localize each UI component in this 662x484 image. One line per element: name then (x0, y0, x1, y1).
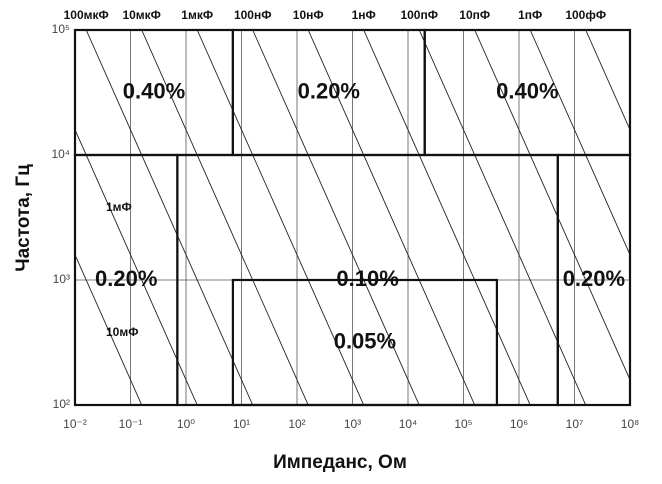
x-tick-label: 10⁻¹ (119, 417, 143, 431)
capacitance-line (75, 128, 198, 405)
x-tick-label: 10³ (344, 417, 361, 431)
x-tick-label: 10⁶ (510, 417, 528, 431)
x-tick-label: 10⁻² (63, 417, 87, 431)
capacitance-line (141, 30, 309, 405)
capacitance-line (585, 30, 630, 131)
y-axis-label: Частота, Гц (13, 164, 34, 272)
capacitance-line (85, 30, 254, 405)
y-tick-label: 10⁵ (52, 22, 70, 36)
capacitance-label: 100нФ (234, 8, 272, 22)
accuracy-region (556, 153, 632, 407)
region-label: 0.20% (95, 266, 157, 291)
x-tick-label: 10⁸ (621, 417, 639, 431)
x-tick-label: 10¹ (233, 417, 250, 431)
capacitance-label: 1нФ (352, 8, 376, 22)
capacitance-line (529, 30, 630, 256)
capacitance-line (363, 30, 531, 405)
capacitance-line (75, 253, 143, 405)
x-tick-label: 10⁵ (454, 417, 472, 431)
region-label: 0.40% (123, 78, 185, 103)
accuracy-region (231, 278, 499, 407)
capacitance-label: 10пФ (459, 8, 490, 22)
capacitance-label: 1мкФ (181, 8, 213, 22)
capacitance-label: 10мФ (106, 325, 138, 339)
capacitance-line (307, 30, 476, 405)
capacitance-line (196, 30, 365, 405)
x-tick-label: 10⁷ (566, 417, 584, 431)
y-tick-label: 10⁴ (51, 147, 70, 161)
capacitance-label: 100фФ (565, 8, 606, 22)
region-label: 0.10% (336, 266, 398, 291)
region-label: 0.20% (298, 78, 360, 103)
y-tick-label: 10³ (53, 272, 70, 286)
x-tick-label: 10⁰ (177, 417, 195, 431)
capacitance-label: 10нФ (293, 8, 324, 22)
x-tick-label: 10⁴ (399, 417, 418, 431)
y-tick-label: 10² (53, 397, 70, 411)
capacitance-label: 100пФ (400, 8, 438, 22)
capacitance-label: 1пФ (518, 8, 542, 22)
capacitance-label: 1мФ (106, 200, 132, 214)
capacitance-label: 100мкФ (64, 8, 109, 22)
x-tick-label: 10² (288, 417, 305, 431)
capacitance-line (252, 30, 420, 405)
region-label: 0.40% (496, 78, 558, 103)
x-axis-label: Импеданс, Ом (273, 452, 407, 473)
region-label: 0.05% (334, 328, 396, 353)
region-label: 0.20% (563, 266, 625, 291)
capacitance-label: 10мкФ (122, 8, 160, 22)
